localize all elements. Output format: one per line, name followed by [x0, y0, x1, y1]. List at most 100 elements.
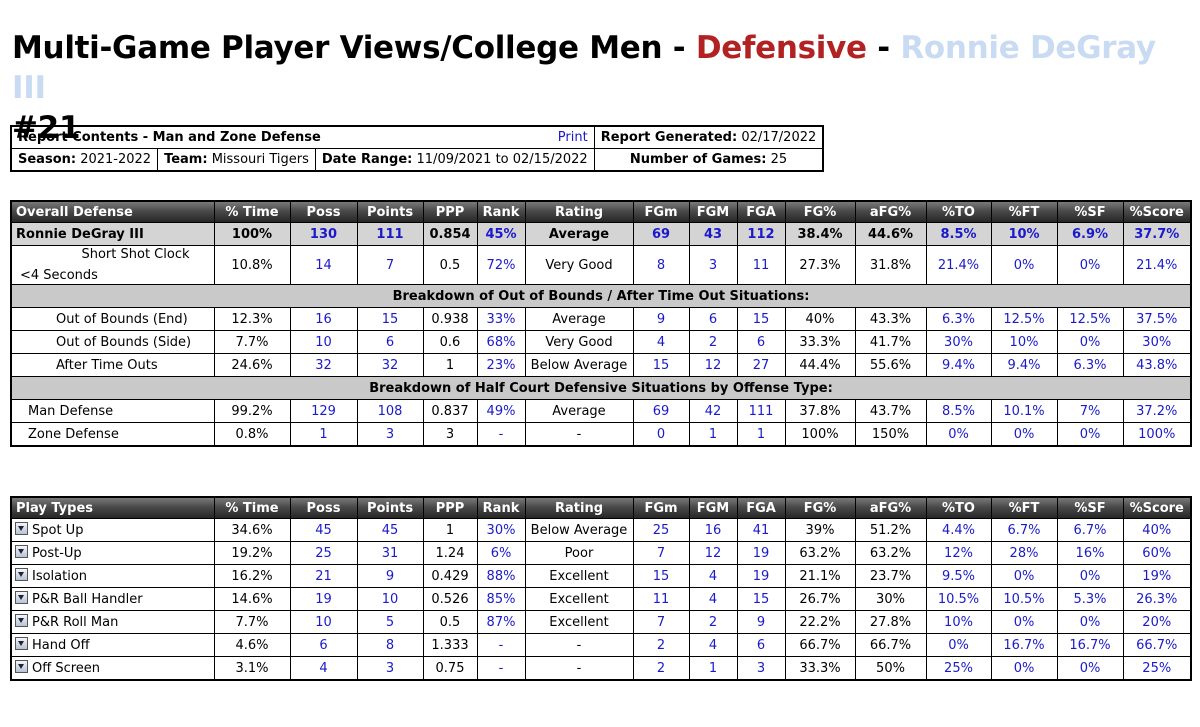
cell-sf-pct[interactable]: 0%	[1056, 422, 1124, 447]
cell-ft-pct[interactable]: 10%	[990, 222, 1058, 246]
cell-sf-pct[interactable]: 7%	[1056, 399, 1124, 423]
header-ft-pct[interactable]: %FT	[990, 200, 1058, 223]
cell-to-pct[interactable]: 8.5%	[925, 399, 992, 423]
header-rating[interactable]: Rating	[524, 200, 634, 223]
cell-play-type[interactable]: Isolation	[10, 564, 215, 588]
header-rating[interactable]: Rating	[524, 496, 634, 519]
play-type-row[interactable]: Spot Up 34.6% 45 45 1 30% Below Average 25 16 41 3…	[10, 518, 1192, 542]
cell-sf-pct[interactable]: 0%	[1056, 330, 1124, 354]
cell-rank[interactable]: 85%	[476, 587, 526, 611]
cell-fga[interactable]: 111	[736, 399, 786, 423]
half-court-row[interactable]: Zone Defense 0.8% 1 3 3- -0 1 1 100% 150% 0% 0% 0% 10…	[10, 422, 1192, 447]
cell-to-pct[interactable]: 10.5%	[925, 587, 992, 611]
cell-fga[interactable]: 9	[736, 610, 786, 634]
header-points[interactable]: Points	[356, 200, 424, 223]
cell-ft-pct[interactable]: 9.4%	[990, 353, 1058, 377]
cell-ft-pct[interactable]: 28%	[990, 541, 1058, 565]
expand-icon[interactable]	[15, 637, 28, 650]
header-fga[interactable]: FGA	[736, 496, 786, 519]
cell-to-pct[interactable]: 6.3%	[925, 307, 992, 331]
header-rank[interactable]: Rank	[476, 496, 526, 519]
cell-score-pct[interactable]: 37.7%	[1122, 222, 1192, 246]
cell-rank[interactable]: 49%	[476, 399, 526, 423]
play-type-row[interactable]: Isolation 16.2% 21 9 0.429 88% Excellent 15 4 19 2…	[10, 564, 1192, 588]
cell-to-pct[interactable]: 0%	[925, 633, 992, 657]
header-ppp[interactable]: PPP	[422, 496, 478, 519]
cell-fg-made[interactable]: 4	[688, 587, 738, 611]
cell-fga[interactable]: 11	[736, 245, 786, 285]
cell-rank[interactable]: 33%	[476, 307, 526, 331]
cell-fg-missed[interactable]: 15	[632, 564, 690, 588]
header-poss[interactable]: Poss	[289, 200, 358, 223]
cell-fg-missed[interactable]: 7	[632, 541, 690, 565]
cell-play-type[interactable]: Off Screen	[10, 656, 215, 681]
cell-poss[interactable]: 129	[289, 399, 358, 423]
cell-points[interactable]: 7	[356, 245, 424, 285]
cell-sf-pct[interactable]: 6.7%	[1056, 518, 1124, 542]
cell-sf-pct[interactable]: 16%	[1056, 541, 1124, 565]
cell-sf-pct[interactable]: 0%	[1056, 245, 1124, 285]
cell-sf-pct[interactable]: 5.3%	[1056, 587, 1124, 611]
cell-play-type[interactable]: P&R Ball Handler	[10, 587, 215, 611]
cell-rank[interactable]: 45%	[476, 222, 526, 246]
header-pct-time[interactable]: % Time	[213, 200, 291, 223]
play-type-row[interactable]: P&R Roll Man 7.7% 10 5 0.5 87% Excellent 7 2 9 22.…	[10, 610, 1192, 634]
header-sf-pct[interactable]: %SF	[1056, 496, 1124, 519]
cell-poss[interactable]: 1	[289, 422, 358, 447]
cell-score-pct[interactable]: 21.4%	[1122, 245, 1192, 285]
header-afg-pct[interactable]: aFG%	[854, 200, 927, 223]
header-to-pct[interactable]: %TO	[925, 200, 992, 223]
cell-poss[interactable]: 19	[289, 587, 358, 611]
cell-score-pct[interactable]: 37.5%	[1122, 307, 1192, 331]
cell-fga[interactable]: 1	[736, 422, 786, 447]
cell-fg-missed[interactable]: 9	[632, 307, 690, 331]
cell-fg-missed[interactable]: 69	[632, 222, 690, 246]
cell-fg-made[interactable]: 2	[688, 610, 738, 634]
cell-to-pct[interactable]: 9.4%	[925, 353, 992, 377]
header-score-pct[interactable]: %Score	[1122, 200, 1192, 223]
half-court-row[interactable]: Man Defense 99.2% 129 108 0.837 49% Average 69 4…	[10, 399, 1192, 423]
header-fg-made[interactable]: FGM	[688, 496, 738, 519]
oob-row[interactable]: After Time Outs 24.6% 32 32 1 23% Below Averag…	[10, 353, 1192, 377]
cell-fga[interactable]: 3	[736, 656, 786, 681]
header-ppp[interactable]: PPP	[422, 200, 478, 223]
cell-rank[interactable]: 30%	[476, 518, 526, 542]
cell-ft-pct[interactable]: 16.7%	[990, 633, 1058, 657]
cell-rank[interactable]: -	[476, 656, 526, 681]
cell-poss[interactable]: 45	[289, 518, 358, 542]
cell-points[interactable]: 5	[356, 610, 424, 634]
cell-sf-pct[interactable]: 6.9%	[1056, 222, 1124, 246]
header-poss[interactable]: Poss	[289, 496, 358, 519]
cell-sf-pct[interactable]: 6.3%	[1056, 353, 1124, 377]
cell-poss[interactable]: 25	[289, 541, 358, 565]
cell-rank[interactable]: 68%	[476, 330, 526, 354]
expand-icon[interactable]	[15, 522, 28, 535]
header-fg-pct[interactable]: FG%	[784, 496, 856, 519]
short-shot-clock-row[interactable]: Short Shot Clock <4 Seconds 10.8% 14 7 0.5 72%…	[10, 245, 1192, 285]
play-type-row[interactable]: Post-Up 19.2% 25 31 1.24 6% Poor 7 12 19 63.2% 63.2…	[10, 541, 1192, 565]
cell-fga[interactable]: 112	[736, 222, 786, 246]
header-fga[interactable]: FGA	[736, 200, 786, 223]
cell-points[interactable]: 10	[356, 587, 424, 611]
cell-fg-missed[interactable]: 15	[632, 353, 690, 377]
cell-to-pct[interactable]: 8.5%	[925, 222, 992, 246]
cell-ft-pct[interactable]: 10.1%	[990, 399, 1058, 423]
cell-poss[interactable]: 32	[289, 353, 358, 377]
cell-fg-made[interactable]: 16	[688, 518, 738, 542]
play-type-row[interactable]: P&R Ball Handler 14.6% 19 10 0.526 85% Excelle…	[10, 587, 1192, 611]
cell-fga[interactable]: 15	[736, 307, 786, 331]
header-ft-pct[interactable]: %FT	[990, 496, 1058, 519]
cell-poss[interactable]: 6	[289, 633, 358, 657]
cell-points[interactable]: 108	[356, 399, 424, 423]
header-sf-pct[interactable]: %SF	[1056, 200, 1124, 223]
cell-score-pct[interactable]: 37.2%	[1122, 399, 1192, 423]
cell-score-pct[interactable]: 26.3%	[1122, 587, 1192, 611]
cell-fg-made[interactable]: 12	[688, 541, 738, 565]
cell-points[interactable]: 31	[356, 541, 424, 565]
cell-poss[interactable]: 130	[289, 222, 358, 246]
cell-rank[interactable]: 88%	[476, 564, 526, 588]
cell-fg-missed[interactable]: 7	[632, 610, 690, 634]
cell-score-pct[interactable]: 60%	[1122, 541, 1192, 565]
cell-fga[interactable]: 6	[736, 330, 786, 354]
cell-fga[interactable]: 41	[736, 518, 786, 542]
